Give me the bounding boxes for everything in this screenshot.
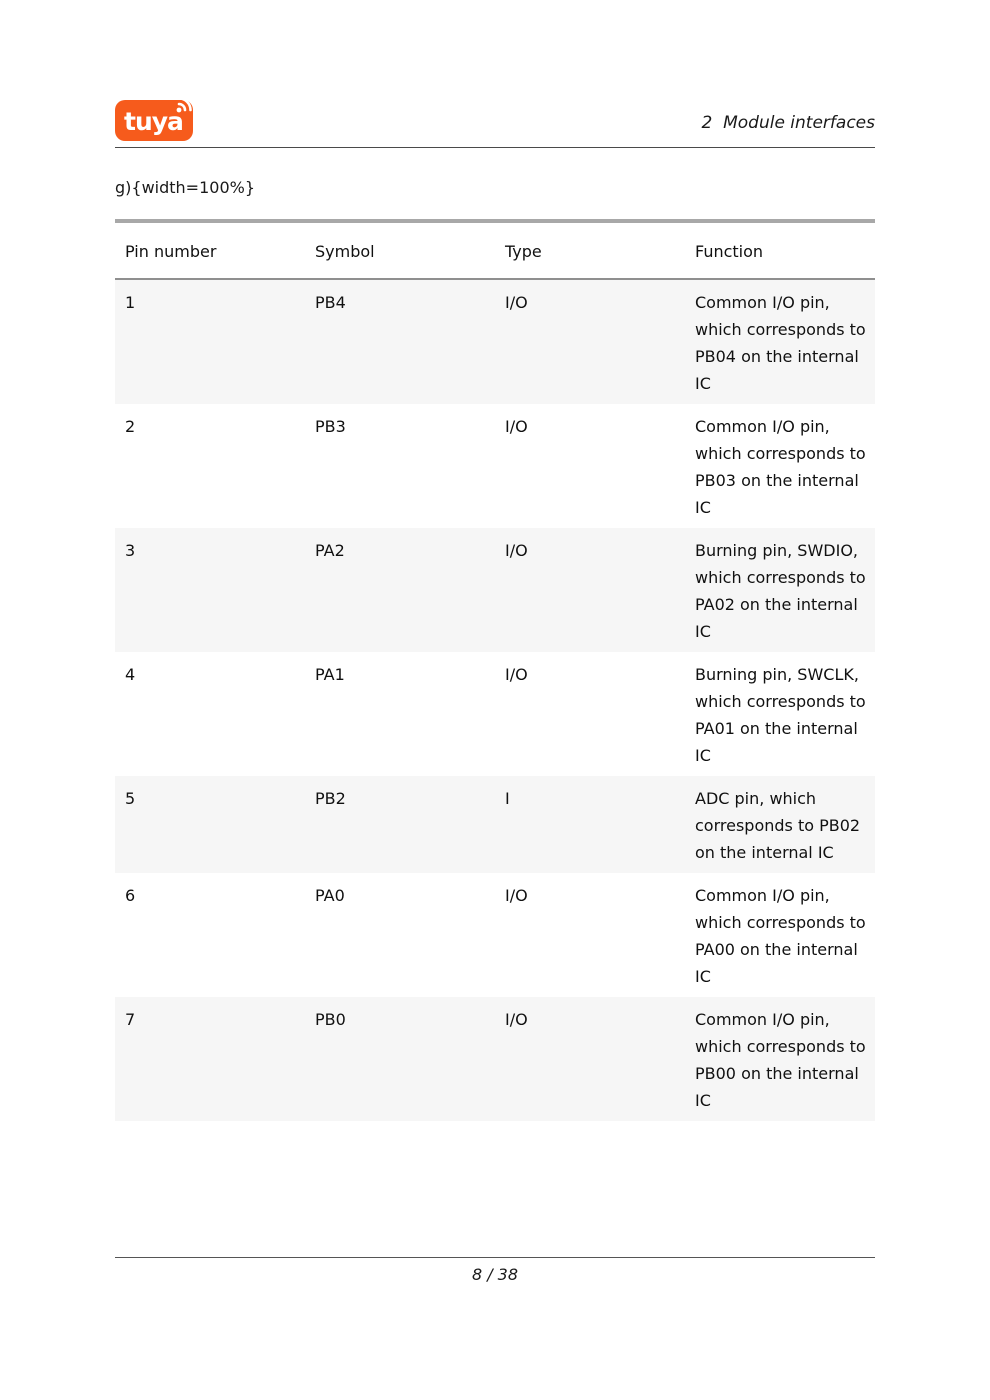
- pin-description-table: Pin number Symbol Type Function 1 PB4 I/…: [115, 219, 875, 1121]
- pin-cell: 5: [125, 789, 136, 808]
- column-header-function: Function: [695, 242, 764, 261]
- function-cell: Common I/O pin, which corresponds to PB0…: [695, 417, 866, 517]
- section-title: 2 Module interfaces: [701, 113, 875, 133]
- page-number: 8 / 38: [471, 1265, 519, 1284]
- symbol-cell: PA2: [315, 541, 345, 560]
- function-cell: Burning pin, SWCLK, which corresponds to…: [695, 665, 866, 765]
- type-cell: I/O: [505, 541, 528, 560]
- type-cell: I/O: [505, 417, 528, 436]
- table-row: 7 PB0 I/O Common I/O pin, which correspo…: [115, 997, 875, 1121]
- function-cell: ADC pin, which corresponds to PB02 on th…: [695, 789, 861, 862]
- pin-cell: 1: [125, 293, 136, 312]
- table-row: 2 PB3 I/O Common I/O pin, which correspo…: [115, 404, 875, 528]
- symbol-cell: PB3: [315, 417, 346, 436]
- page-footer: 8 / 38: [115, 1257, 875, 1284]
- type-cell: I/O: [505, 1010, 528, 1029]
- table-header-row: Pin number Symbol Type Function: [115, 223, 875, 280]
- tuya-logo: tuya: [115, 97, 193, 141]
- function-cell: Common I/O pin, which corresponds to PB0…: [695, 293, 866, 393]
- pin-cell: 2: [125, 417, 136, 436]
- symbol-cell: PB2: [315, 789, 346, 808]
- symbol-cell: PB4: [315, 293, 346, 312]
- symbol-cell: PB0: [315, 1010, 346, 1029]
- pin-cell: 3: [125, 541, 136, 560]
- tuya-logo-text: tuya: [124, 107, 184, 136]
- pin-cell: 7: [125, 1010, 136, 1029]
- type-cell: I/O: [505, 293, 528, 312]
- function-cell: Burning pin, SWDIO, which corresponds to…: [695, 541, 866, 641]
- type-cell: I/O: [505, 665, 528, 684]
- column-header-symbol: Symbol: [315, 242, 375, 261]
- table-row: 5 PB2 I ADC pin, which corresponds to PB…: [115, 776, 875, 873]
- table-row: 1 PB4 I/O Common I/O pin, which correspo…: [115, 280, 875, 404]
- symbol-cell: PA1: [315, 665, 345, 684]
- table-row: 4 PA1 I/O Burning pin, SWCLK, which corr…: [115, 652, 875, 776]
- page-header: tuya 2 Module interfaces: [115, 97, 875, 148]
- column-header-type: Type: [505, 242, 542, 261]
- function-cell: Common I/O pin, which corresponds to PB0…: [695, 1010, 866, 1110]
- intro-text: g){width=100%}: [115, 178, 256, 197]
- function-cell: Common I/O pin, which corresponds to PA0…: [695, 886, 866, 986]
- symbol-cell: PA0: [315, 886, 345, 905]
- column-header-pin-number: Pin number: [125, 242, 217, 261]
- type-cell: I/O: [505, 886, 528, 905]
- pin-cell: 6: [125, 886, 136, 905]
- pin-cell: 4: [125, 665, 136, 684]
- table-row: 3 PA2 I/O Burning pin, SWDIO, which corr…: [115, 528, 875, 652]
- wifi-signal-icon: [176, 97, 192, 113]
- type-cell: I: [505, 789, 510, 808]
- table-row: 6 PA0 I/O Common I/O pin, which correspo…: [115, 873, 875, 997]
